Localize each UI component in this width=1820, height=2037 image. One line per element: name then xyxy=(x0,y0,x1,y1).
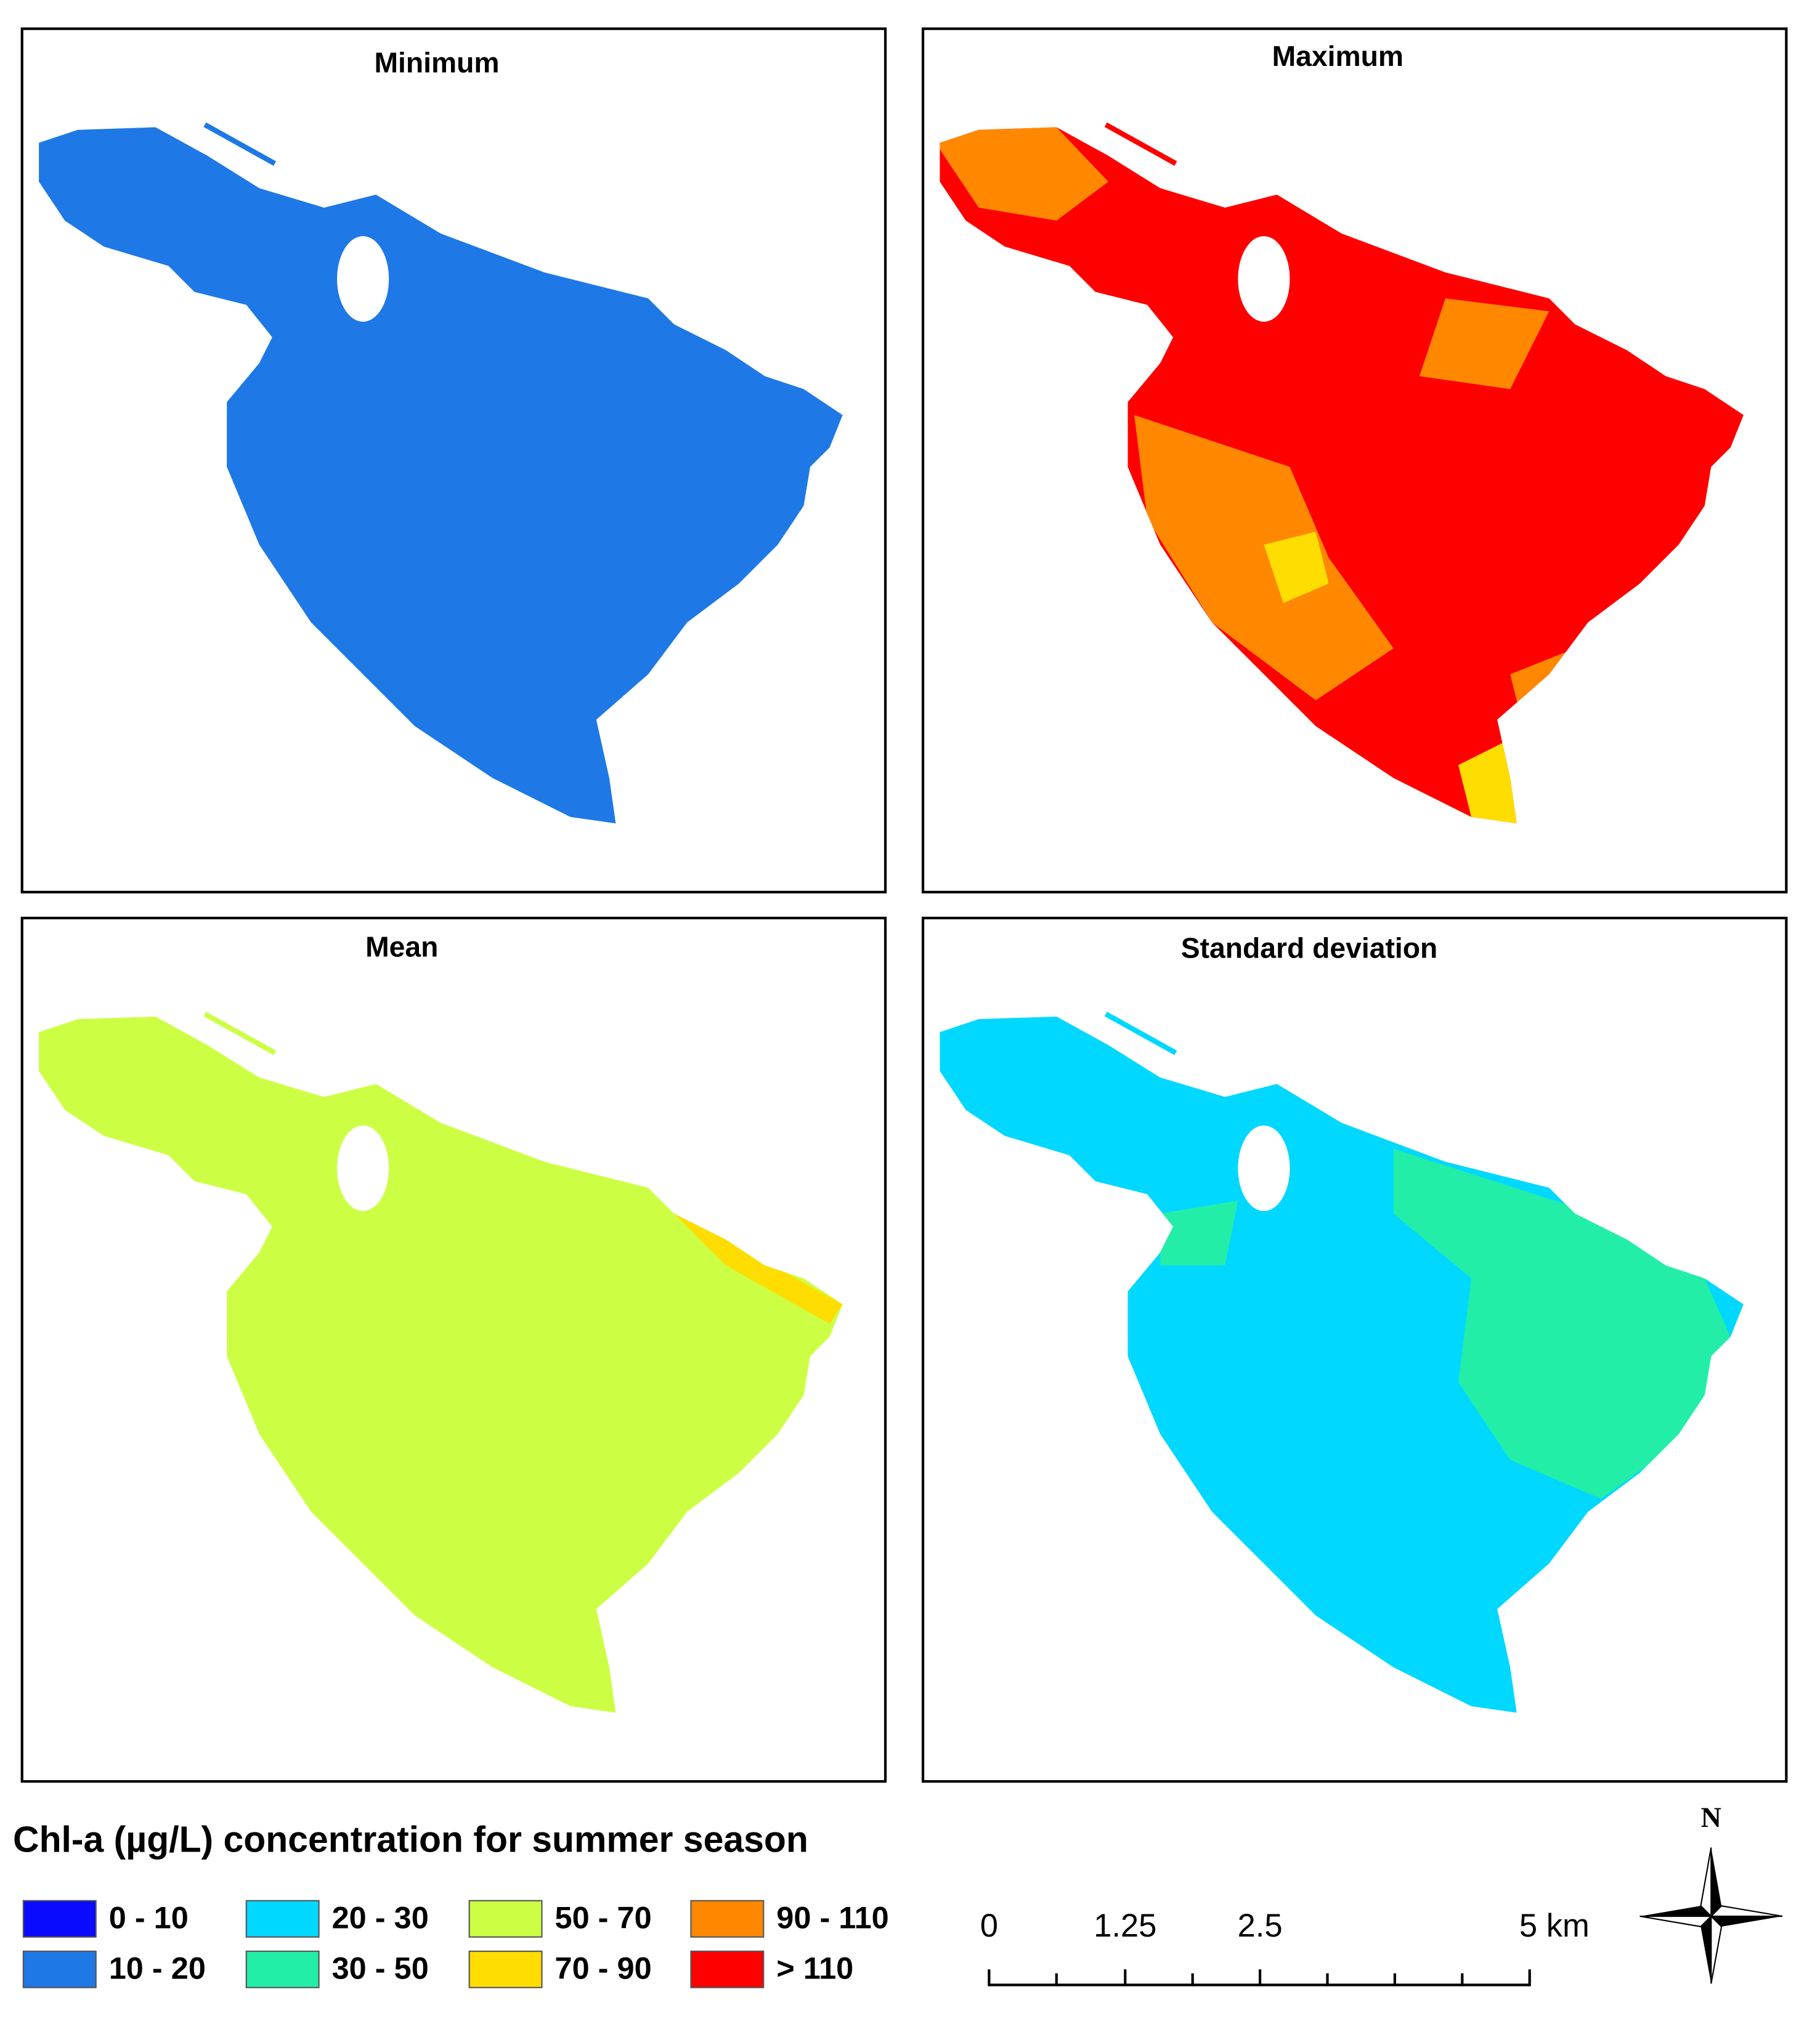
legend-label: 70 - 90 xyxy=(555,1951,652,1986)
legend-item: 90 - 110 xyxy=(690,1900,889,1938)
panel-title: Minimum xyxy=(375,47,500,79)
lake xyxy=(39,127,843,824)
lake-patches xyxy=(1160,1149,1731,1499)
jetty xyxy=(203,1011,277,1055)
jetty xyxy=(203,122,277,166)
panel-frame xyxy=(921,916,1788,1783)
lake xyxy=(940,127,1744,824)
lake-patch xyxy=(1393,1149,1731,1499)
legend-title: Chl-a (µg/L) concentration for summer se… xyxy=(13,1820,808,1860)
north-label: N xyxy=(1701,1802,1721,1834)
legend-swatch xyxy=(468,1900,543,1938)
legend-label: > 110 xyxy=(776,1951,853,1986)
panel-title: Mean xyxy=(365,931,438,963)
panel-frame xyxy=(921,27,1788,893)
legend-item: 50 - 70 xyxy=(468,1900,652,1938)
scale-label: 2.5 xyxy=(1238,1908,1283,1944)
legend-item: 0 - 10 xyxy=(22,1900,189,1938)
legend-swatch xyxy=(690,1900,765,1938)
legend-swatch xyxy=(468,1950,543,1988)
map-panel: Minimum xyxy=(20,27,887,893)
north-arrow xyxy=(1639,1847,1783,1984)
legend-swatch xyxy=(22,1900,97,1938)
legend-label: 10 - 20 xyxy=(109,1951,206,1986)
legend-swatch xyxy=(245,1950,320,1988)
lake xyxy=(39,1016,843,1713)
panel-frame xyxy=(20,27,887,893)
legend-item: 20 - 30 xyxy=(245,1900,429,1938)
island xyxy=(1238,1125,1290,1211)
legend-label: 20 - 30 xyxy=(332,1900,429,1935)
island xyxy=(337,1125,389,1211)
legend-item: 70 - 90 xyxy=(468,1950,652,1988)
legend-label: 0 - 10 xyxy=(109,1900,189,1935)
panel-frame xyxy=(20,916,887,1783)
map-panel: Maximum xyxy=(921,27,1788,893)
legend-label: 90 - 110 xyxy=(776,1900,888,1935)
panel-title: Standard deviation xyxy=(1181,932,1437,964)
jetty xyxy=(1104,122,1177,166)
lake-patch xyxy=(1458,739,1518,824)
map-panel: Standard deviation xyxy=(921,916,1788,1783)
legend-item: 30 - 50 xyxy=(245,1950,429,1988)
legend-item: 10 - 20 xyxy=(22,1950,206,1988)
scale-bar xyxy=(988,1969,1531,1986)
lake-patch xyxy=(674,1213,843,1324)
lake-patch xyxy=(1264,531,1329,603)
legend-swatch xyxy=(690,1950,765,1988)
lake-patch xyxy=(1134,415,1394,701)
map-panel: Mean xyxy=(20,916,887,1783)
scale-label: 5 km xyxy=(1519,1908,1590,1944)
legend-item: > 110 xyxy=(690,1950,853,1988)
legend-label: 50 - 70 xyxy=(555,1900,652,1935)
lake-patch xyxy=(1419,298,1550,389)
legend-label: 30 - 50 xyxy=(332,1951,429,1986)
scale-label: 0 xyxy=(980,1908,998,1944)
legend-swatch xyxy=(22,1950,97,1988)
lake-patches xyxy=(940,127,1601,824)
lake-patch xyxy=(1160,1200,1238,1266)
panel-title: Maximum xyxy=(1272,40,1404,72)
island xyxy=(1238,236,1290,322)
scale-label: 1.25 xyxy=(1094,1908,1156,1944)
lake-patch xyxy=(940,127,1108,221)
island xyxy=(337,236,389,322)
legend-swatch xyxy=(245,1900,320,1938)
jetty xyxy=(1104,1011,1177,1055)
lake-patches xyxy=(674,1213,843,1324)
